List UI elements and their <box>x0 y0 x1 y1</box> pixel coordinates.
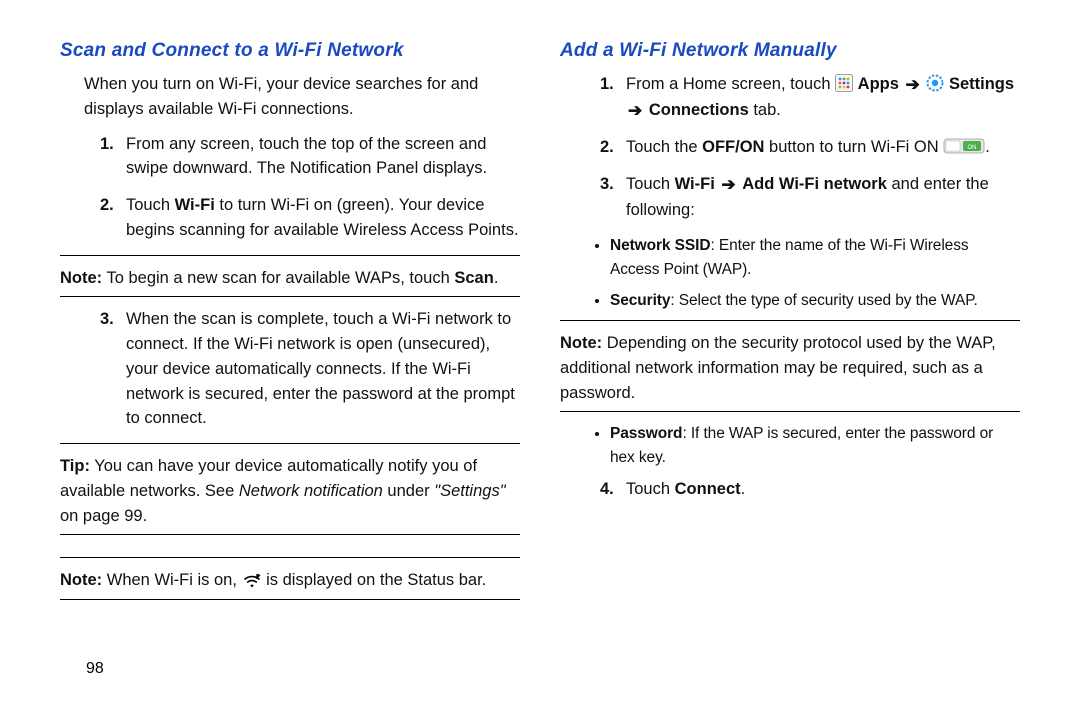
text: Depending on the security protocol used … <box>560 334 996 402</box>
step-body: From a Home screen, touch Apps ➔ <box>626 72 1020 123</box>
steps-right: 1. From a Home screen, touch Apps ➔ <box>600 72 1020 222</box>
scan-label: Scan <box>454 269 493 287</box>
step-3: 3. Touch Wi-Fi ➔ Add Wi-Fi network and e… <box>600 172 1020 222</box>
right-column: Add a Wi-Fi Network Manually 1. From a H… <box>540 40 1040 610</box>
sub-network-ssid: Network SSID: Enter the name of the Wi-F… <box>610 234 1020 281</box>
settings-label: Settings <box>949 75 1014 93</box>
text: . <box>741 480 746 498</box>
step-number: 3. <box>100 307 126 431</box>
text: Touch the <box>626 138 702 156</box>
note-label: Note: <box>60 269 102 287</box>
divider <box>60 599 520 600</box>
step-body: Touch Wi-Fi ➔ Add Wi-Fi network and ente… <box>626 172 1020 222</box>
text: Touch <box>626 175 675 193</box>
toggle-on-icon: ON <box>943 135 985 160</box>
step-number: 2. <box>600 135 626 160</box>
text: under <box>383 482 434 500</box>
divider <box>560 320 1020 321</box>
tip-label: Tip: <box>60 457 90 475</box>
heading-scan-connect: Scan and Connect to a Wi-Fi Network <box>60 40 520 62</box>
offon-label: OFF/ON <box>702 138 764 156</box>
wifi-icon <box>242 569 262 594</box>
apps-label: Apps <box>858 75 899 93</box>
step-2: 2. Touch Wi-Fi to turn Wi-Fi on (green).… <box>100 193 520 243</box>
arrow-icon: ➔ <box>719 175 737 194</box>
text: Touch <box>626 480 675 498</box>
text: . <box>494 269 499 287</box>
page-number: 98 <box>86 660 104 678</box>
text: is displayed on the Status bar. <box>266 571 486 589</box>
password-label: Password <box>610 425 682 442</box>
divider <box>60 296 520 297</box>
step-4: 4. Touch Connect. <box>600 477 1020 502</box>
step-1: 1. From any screen, touch the top of the… <box>100 132 520 182</box>
step-number: 3. <box>600 172 626 222</box>
wifi-label: Wi-Fi <box>175 196 215 214</box>
note-label: Note: <box>60 571 102 589</box>
text: tab. <box>749 101 781 119</box>
divider <box>60 443 520 444</box>
step-body: From any screen, touch the top of the sc… <box>126 132 520 182</box>
arrow-icon: ➔ <box>904 75 922 94</box>
text: . <box>985 138 990 156</box>
step-2: 2. Touch the OFF/ON button to turn Wi-Fi… <box>600 135 1020 160</box>
note-scan: Note: To begin a new scan for available … <box>60 266 520 291</box>
sub-list-1: Network SSID: Enter the name of the Wi-F… <box>610 234 1020 312</box>
step-number: 2. <box>100 193 126 243</box>
connect-label: Connect <box>675 480 741 498</box>
sub-password: Password: If the WAP is secured, enter t… <box>610 422 1020 469</box>
tip-auto-notify: Tip: You can have your device automatica… <box>60 454 520 528</box>
arrow-icon: ➔ <box>626 101 644 120</box>
step-body: Touch the OFF/ON button to turn Wi-Fi ON… <box>626 135 1020 160</box>
steps-left-2: 3. When the scan is complete, touch a Wi… <box>100 307 520 431</box>
text: : Select the type of security used by th… <box>670 292 977 309</box>
text: From a Home screen, touch <box>626 75 835 93</box>
heading-add-manually: Add a Wi-Fi Network Manually <box>560 40 1020 62</box>
divider <box>560 411 1020 412</box>
connections-label: Connections <box>649 101 749 119</box>
text: To begin a new scan for available WAPs, … <box>102 269 454 287</box>
note-protocol: Note: Depending on the security protocol… <box>560 331 1020 405</box>
sub-list-2: Password: If the WAP is secured, enter t… <box>610 422 1020 469</box>
steps-left-1: 1. From any screen, touch the top of the… <box>100 132 520 243</box>
sub-security: Security: Select the type of security us… <box>610 289 1020 312</box>
settings-icon <box>926 72 944 97</box>
left-column: Scan and Connect to a Wi-Fi Network When… <box>40 40 540 610</box>
text: When Wi-Fi is on, <box>102 571 241 589</box>
step-number: 4. <box>600 477 626 502</box>
step-3: 3. When the scan is complete, touch a Wi… <box>100 307 520 431</box>
ssid-label: Network SSID <box>610 237 710 254</box>
network-notification-ref: Network notification <box>239 482 383 500</box>
text: Touch <box>126 196 175 214</box>
add-wifi-label: Add Wi-Fi network <box>742 175 887 193</box>
step-number: 1. <box>600 72 626 123</box>
note-label: Note: <box>560 334 602 352</box>
wifi-label: Wi-Fi <box>675 175 715 193</box>
svg-text:ON: ON <box>968 145 977 151</box>
intro-text: When you turn on Wi-Fi, your device sear… <box>84 72 520 122</box>
step-body: Touch Connect. <box>626 477 1020 502</box>
step-number: 1. <box>100 132 126 182</box>
security-label: Security <box>610 292 670 309</box>
divider <box>60 255 520 256</box>
divider <box>60 557 520 558</box>
step-1: 1. From a Home screen, touch Apps ➔ <box>600 72 1020 123</box>
manual-page: Scan and Connect to a Wi-Fi Network When… <box>0 0 1080 610</box>
text: on page 99. <box>60 507 147 525</box>
settings-ref: "Settings" <box>434 482 505 500</box>
step-body: When the scan is complete, touch a Wi-Fi… <box>126 307 520 431</box>
steps-right-2: 4. Touch Connect. <box>600 477 1020 502</box>
divider <box>60 534 520 535</box>
note-wifi-icon: Note: When Wi-Fi is on, is displayed on … <box>60 568 520 593</box>
step-body: Touch Wi-Fi to turn Wi-Fi on (green). Yo… <box>126 193 520 243</box>
text: button to turn Wi-Fi ON <box>764 138 943 156</box>
apps-icon <box>835 72 853 97</box>
